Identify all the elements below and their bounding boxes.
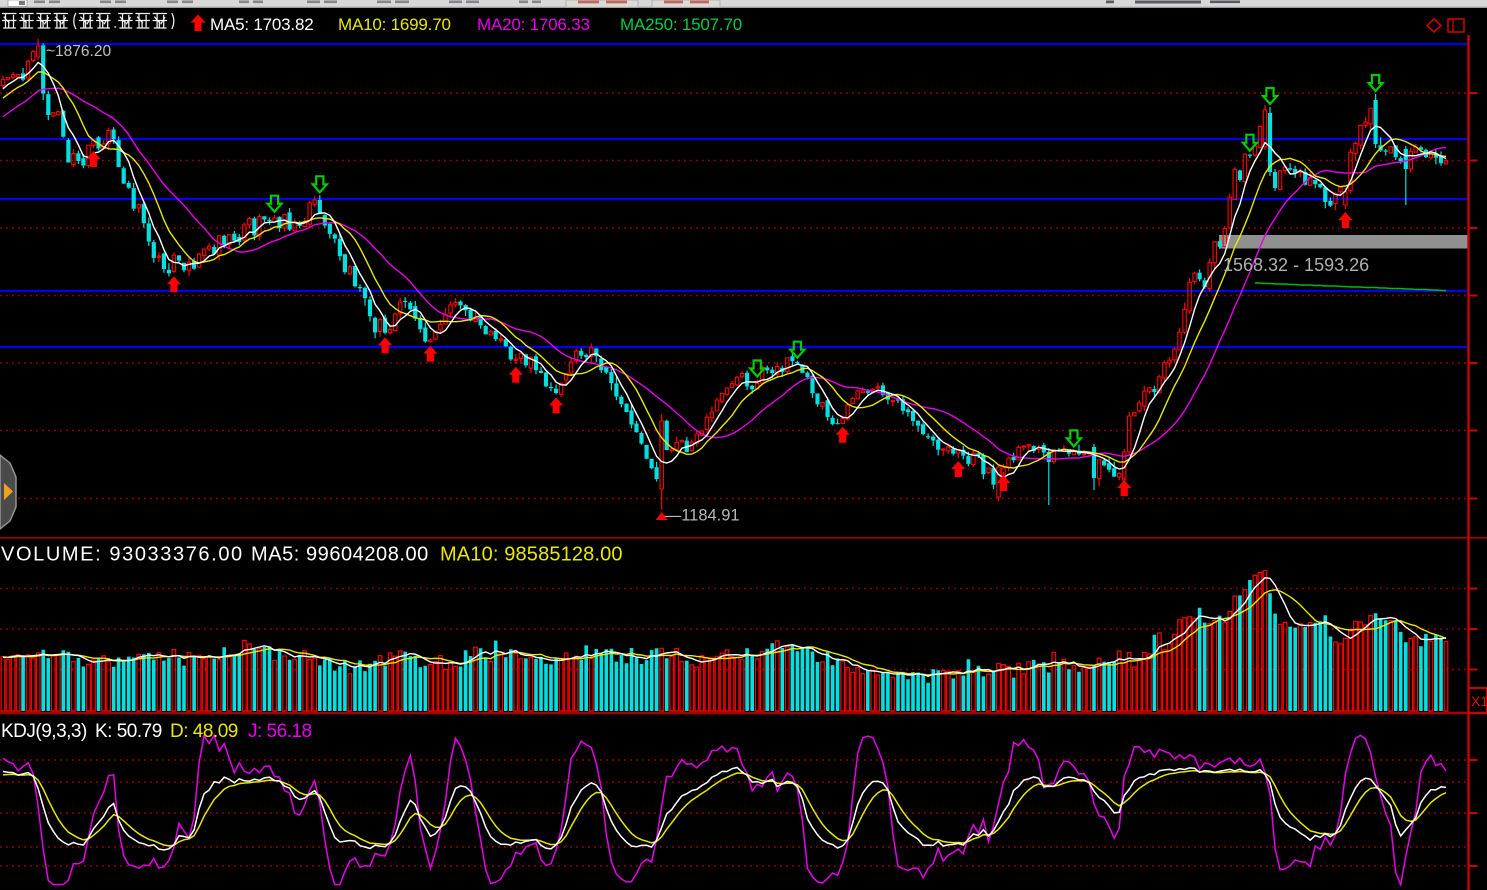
svg-text:MA10: 1699.70: MA10: 1699.70 <box>338 15 451 34</box>
svg-text:MA20: 1706.33: MA20: 1706.33 <box>477 15 590 34</box>
svg-text:1568.32 - 1593.26: 1568.32 - 1593.26 <box>1223 255 1369 275</box>
svg-text:~1876.20: ~1876.20 <box>46 43 111 60</box>
svg-text:KDJ(9,3,3): KDJ(9,3,3) <box>1 721 87 742</box>
svg-text:MA5: 99604208.00: MA5: 99604208.00 <box>251 544 429 566</box>
svg-text:K: 50.79: K: 50.79 <box>95 721 162 742</box>
svg-text:VOLUME: 93033376.00: VOLUME: 93033376.00 <box>1 544 244 566</box>
svg-text:D: 48.09: D: 48.09 <box>170 721 238 742</box>
svg-text:J: 56.18: J: 56.18 <box>248 721 312 742</box>
svg-text:—1184.91: —1184.91 <box>665 507 740 525</box>
svg-text:MA250: 1507.70: MA250: 1507.70 <box>620 15 742 34</box>
svg-text:X1: X1 <box>1471 693 1487 709</box>
svg-text:MA10: 98585128.00: MA10: 98585128.00 <box>440 544 623 566</box>
svg-text:MA5: 1703.82: MA5: 1703.82 <box>210 15 313 34</box>
